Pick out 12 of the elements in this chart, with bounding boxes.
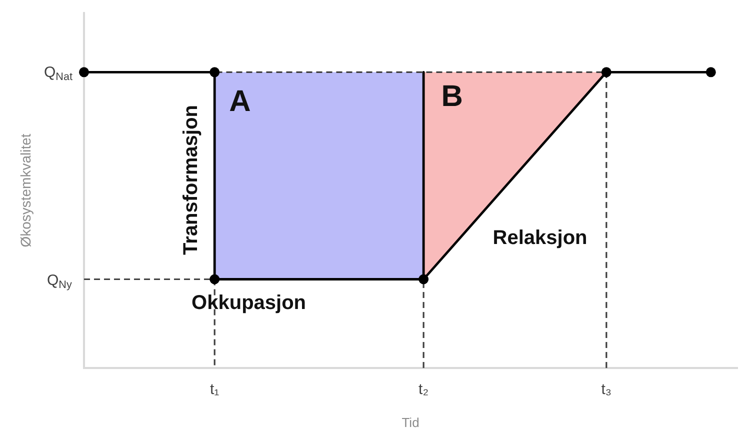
text: Q$_{Nat}$ <box>44 64 72 84</box>
annotation: Relaksjon <box>492 227 588 250</box>
x-tick-label: t₂ <box>418 381 429 398</box>
text: Q$_{Ny}$ <box>47 272 72 292</box>
annotation: Transformasjon <box>180 104 202 255</box>
y-axis-title: Økosystemkvalitet <box>17 134 34 248</box>
x-tick-label: t₁ <box>210 381 220 398</box>
annotation: B <box>441 80 463 113</box>
annotation: A <box>229 84 251 118</box>
x-tick-label: t₃ <box>601 381 612 398</box>
annotation: Okkupasjon <box>192 292 306 314</box>
x-axis-title: Tid <box>402 414 420 430</box>
